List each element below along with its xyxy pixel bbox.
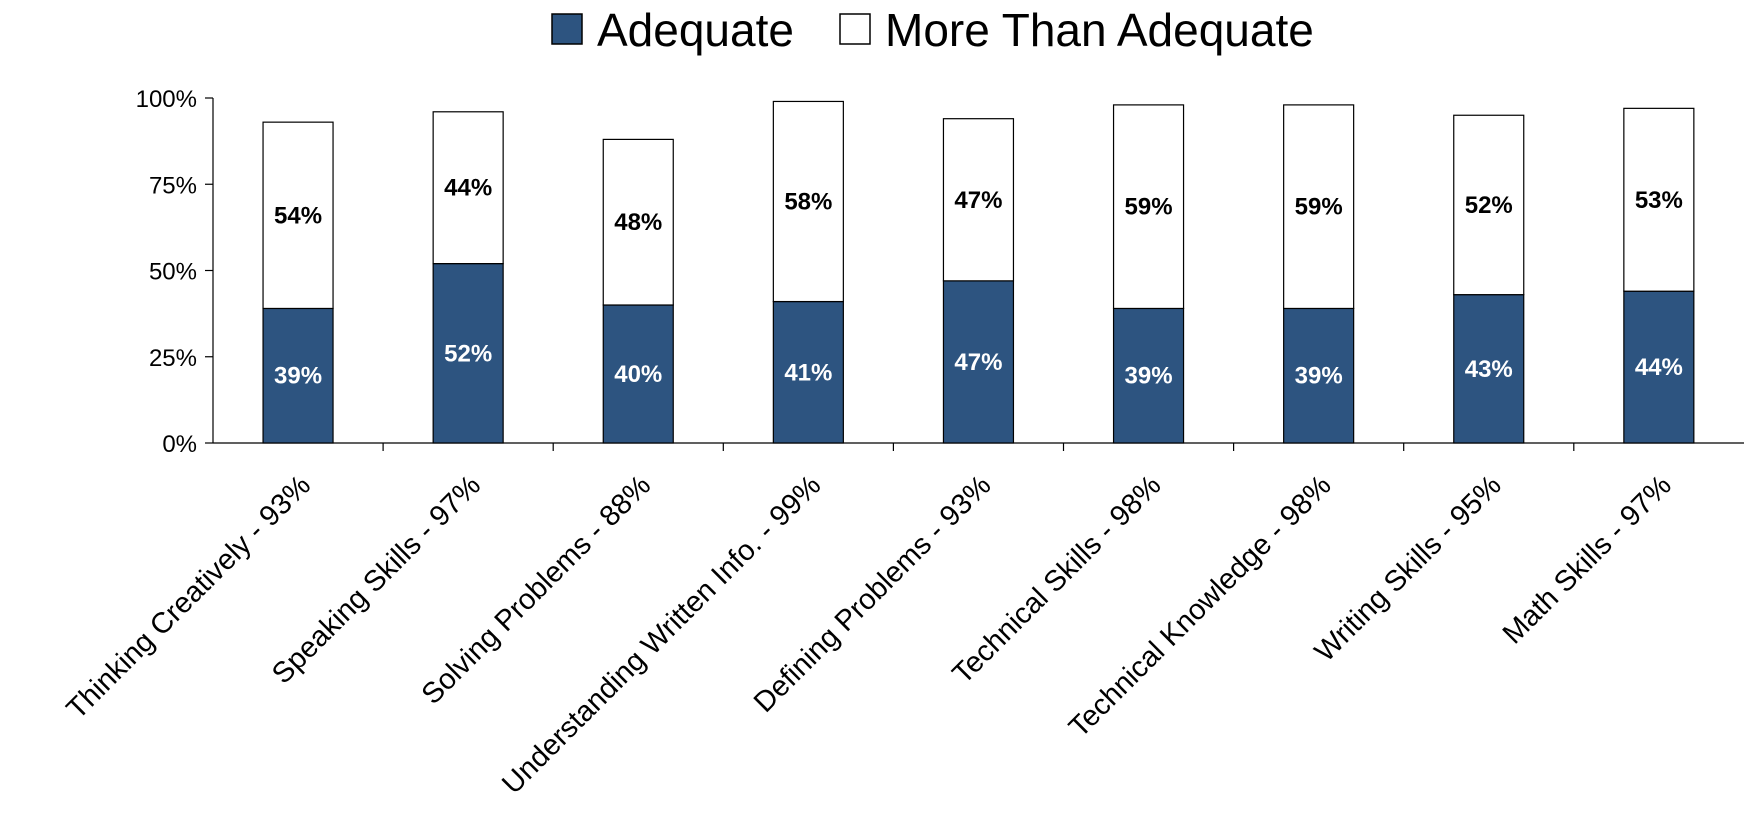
bar-adequate bbox=[1453, 294, 1525, 444]
x-category-label: Understanding Written Info. - 99% bbox=[496, 469, 827, 800]
value-label-more-than-adequate: 59% bbox=[1125, 194, 1173, 221]
bar-more-than-adequate bbox=[602, 138, 674, 306]
bar-more-than-adequate bbox=[262, 121, 334, 310]
bar-adequate bbox=[772, 300, 844, 444]
value-label-adequate: 41% bbox=[784, 359, 832, 386]
value-label-more-than-adequate: 54% bbox=[274, 202, 322, 229]
bar-more-than-adequate bbox=[432, 111, 504, 265]
value-label-more-than-adequate: 44% bbox=[444, 175, 492, 202]
value-label-adequate: 47% bbox=[954, 349, 1002, 376]
x-category-label: Thinking Creatively - 93% bbox=[61, 469, 317, 725]
legend: Adequate More Than Adequate bbox=[551, 4, 1314, 56]
value-label-adequate: 39% bbox=[1125, 363, 1173, 390]
bar-more-than-adequate bbox=[1112, 104, 1185, 310]
x-category-label: Math Skills - 97% bbox=[1497, 469, 1678, 650]
value-label-more-than-adequate: 53% bbox=[1635, 187, 1683, 214]
y-tick-label: 75% bbox=[149, 172, 197, 199]
value-label-adequate: 44% bbox=[1635, 354, 1683, 381]
bar-more-than-adequate bbox=[1283, 104, 1355, 310]
y-tick-label: 100% bbox=[136, 86, 197, 113]
value-label-more-than-adequate: 58% bbox=[784, 189, 832, 216]
legend-more-than-adequate-swatch bbox=[839, 13, 871, 45]
bar-adequate bbox=[262, 307, 334, 444]
bar-adequate bbox=[432, 263, 504, 444]
x-axis: Thinking Creatively - 93%Speaking Skills… bbox=[61, 442, 1744, 800]
bar-more-than-adequate bbox=[772, 100, 844, 303]
legend-more-than-adequate-label: More Than Adequate bbox=[885, 4, 1314, 56]
y-tick-label: 0% bbox=[162, 431, 197, 458]
value-label-adequate: 43% bbox=[1465, 356, 1513, 383]
value-label-adequate: 39% bbox=[1295, 363, 1343, 390]
value-label-adequate: 52% bbox=[444, 340, 492, 367]
value-label-adequate: 39% bbox=[274, 363, 322, 390]
y-axis: 0% 25% 50% 75% 100% bbox=[136, 86, 214, 458]
legend-adequate-swatch bbox=[551, 13, 583, 45]
bar-more-than-adequate bbox=[942, 118, 1015, 282]
bars bbox=[262, 100, 1695, 444]
bar-more-than-adequate bbox=[1623, 107, 1695, 292]
bar-adequate bbox=[602, 304, 674, 444]
value-label-more-than-adequate: 52% bbox=[1465, 192, 1513, 219]
y-tick-label: 25% bbox=[149, 345, 197, 372]
value-label-more-than-adequate: 47% bbox=[954, 187, 1002, 214]
value-label-more-than-adequate: 59% bbox=[1295, 194, 1343, 221]
y-tick-label: 50% bbox=[149, 259, 197, 286]
value-label-adequate: 40% bbox=[614, 361, 662, 388]
x-category-label: Writing Skills - 95% bbox=[1309, 469, 1508, 668]
value-label-more-than-adequate: 48% bbox=[614, 209, 662, 236]
bar-adequate bbox=[942, 280, 1015, 444]
legend-adequate-label: Adequate bbox=[597, 4, 794, 56]
bar-adequate bbox=[1283, 307, 1355, 444]
bar-adequate bbox=[1112, 307, 1185, 444]
value-labels: 39% 54% 52% 44% 40% 48% 41% 58% 47% 47% 39% 59% 39% 5… bbox=[274, 175, 1683, 390]
bar-more-than-adequate bbox=[1453, 114, 1525, 296]
